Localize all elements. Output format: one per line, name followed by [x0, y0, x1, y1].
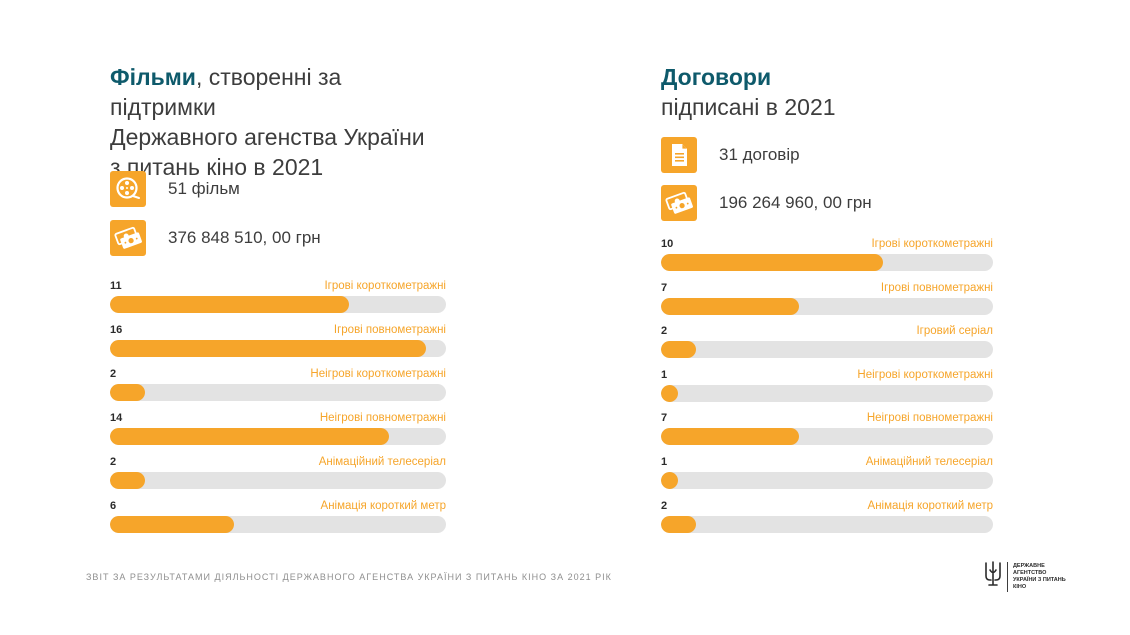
bar-count: 1 — [661, 369, 668, 381]
bar-count: 2 — [661, 500, 668, 512]
bar-count: 14 — [110, 412, 123, 424]
bar-track — [110, 428, 446, 445]
bar-label: Анімаційний телесеріал — [865, 456, 993, 468]
films-budget-stat: 376 848 510, 00 грн — [110, 220, 321, 256]
bar-label: Ігрові короткометражні — [871, 238, 993, 250]
contracts-heading-line-2: підписані в 2021 — [661, 94, 836, 120]
bar-row: 2 Анімація короткий метр — [661, 500, 993, 540]
contracts-panel: Договори підписані в 2021 31 договір — [661, 62, 993, 533]
bar-fill — [661, 385, 678, 402]
bar-track — [110, 516, 446, 533]
films-heading-rest: , створенні за підтримки — [110, 64, 342, 120]
bar-row: 2 Ігровий серіал — [661, 325, 993, 365]
bar-fill — [110, 428, 389, 445]
bar-track — [110, 340, 446, 357]
bar-row: 16 Ігрові повнометражні — [110, 324, 446, 364]
bar-row: 2 Анімаційний телесеріал — [110, 456, 446, 496]
contracts-count-stat: 31 договір — [661, 137, 800, 173]
bar-count: 1 — [661, 456, 668, 468]
bar-track — [110, 472, 446, 489]
bar-label: Анімація короткий метр — [320, 500, 446, 512]
bar-fill — [110, 472, 146, 489]
bar-row: 14 Неігрові повнометражні — [110, 412, 446, 452]
bar-label: Неігрові короткометражні — [857, 369, 993, 381]
bar-count: 6 — [110, 500, 117, 512]
trident-icon — [984, 561, 1002, 592]
bar-count: 2 — [110, 456, 117, 468]
bar-fill — [110, 384, 146, 401]
films-count-text: 51 фільм — [168, 179, 240, 198]
money-icon — [110, 220, 146, 256]
logo-divider — [1007, 561, 1008, 592]
films-panel: Фільми, створенні за підтримки Державног… — [110, 62, 446, 533]
document-icon — [661, 137, 697, 173]
bar-row: 7 Ігрові повнометражні — [661, 282, 993, 322]
bar-row: 10 Ігрові короткометражні — [661, 238, 993, 278]
bar-label: Анімаційний телесеріал — [318, 456, 446, 468]
bar-row: 11 Ігрові короткометражні — [110, 280, 446, 320]
bar-label: Ігровий серіал — [916, 325, 993, 337]
bar-row: 1 Анімаційний телесеріал — [661, 456, 993, 496]
films-heading-line-2: Державного агенства України — [110, 124, 425, 150]
bar-count: 10 — [661, 238, 674, 250]
bar-count: 2 — [661, 325, 668, 337]
agency-name-line-1: ДЕРЖАВНЕ АГЕНТСТВО — [1013, 562, 1047, 576]
bar-fill — [110, 516, 235, 533]
bar-row: 6 Анімація короткий метр — [110, 500, 446, 540]
contracts-heading: Договори підписані в 2021 — [661, 62, 993, 122]
agency-name: ДЕРЖАВНЕ АГЕНТСТВО УКРАЇНИ З ПИТАНЬ КІНО — [1013, 563, 1073, 591]
bar-label: Ігрові повнометражні — [333, 324, 446, 336]
bar-fill — [661, 341, 696, 358]
bar-track — [110, 384, 446, 401]
bar-label: Ігрові короткометражні — [324, 280, 446, 292]
films-heading-accent: Фільми — [110, 64, 196, 90]
bar-fill — [110, 340, 426, 357]
money-icon — [661, 185, 697, 221]
bar-label: Ігрові повнометражні — [880, 282, 993, 294]
bar-fill — [661, 516, 696, 533]
contracts-budget-stat: 196 264 960, 00 грн — [661, 185, 872, 221]
bar-fill — [661, 472, 678, 489]
bar-label: Неігрові повнометражні — [866, 412, 993, 424]
agency-logo: ДЕРЖАВНЕ АГЕНТСТВО УКРАЇНИ З ПИТАНЬ КІНО — [984, 561, 1073, 592]
footer-report-title: Звіт за результатами діяльності Державно… — [86, 572, 612, 582]
film-reel-icon — [110, 171, 146, 207]
bar-track — [661, 472, 993, 489]
agency-name-line-2: УКРАЇНИ З ПИТАНЬ КІНО — [1013, 576, 1066, 590]
bar-row: 1 Неігрові короткометражні — [661, 369, 993, 409]
films-heading: Фільми, створенні за підтримки Державног… — [110, 62, 446, 182]
bar-label: Неігрові повнометражні — [319, 412, 446, 424]
bar-fill — [661, 428, 799, 445]
contracts-budget-text: 196 264 960, 00 грн — [719, 193, 872, 212]
bar-count: 16 — [110, 324, 123, 336]
bar-fill — [110, 296, 349, 313]
films-budget-text: 376 848 510, 00 грн — [168, 228, 321, 247]
bar-track — [661, 254, 993, 271]
bar-track — [661, 341, 993, 358]
bar-row: 7 Неігрові повнометражні — [661, 412, 993, 452]
bar-track — [110, 296, 446, 313]
bar-fill — [661, 298, 799, 315]
bar-row: 2 Неігрові короткометражні — [110, 368, 446, 408]
bar-count: 11 — [110, 280, 122, 292]
bar-track — [661, 516, 993, 533]
bar-track — [661, 428, 993, 445]
bar-count: 7 — [661, 282, 668, 294]
films-count-stat: 51 фільм — [110, 171, 240, 207]
bar-label: Анімація короткий метр — [867, 500, 993, 512]
bar-label: Неігрові короткометражні — [310, 368, 446, 380]
contracts-heading-accent: Договори — [661, 64, 772, 90]
contracts-count-text: 31 договір — [719, 145, 800, 164]
bar-track — [661, 385, 993, 402]
bar-fill — [661, 254, 884, 271]
bar-count: 2 — [110, 368, 117, 380]
bar-count: 7 — [661, 412, 668, 424]
bar-track — [661, 298, 993, 315]
